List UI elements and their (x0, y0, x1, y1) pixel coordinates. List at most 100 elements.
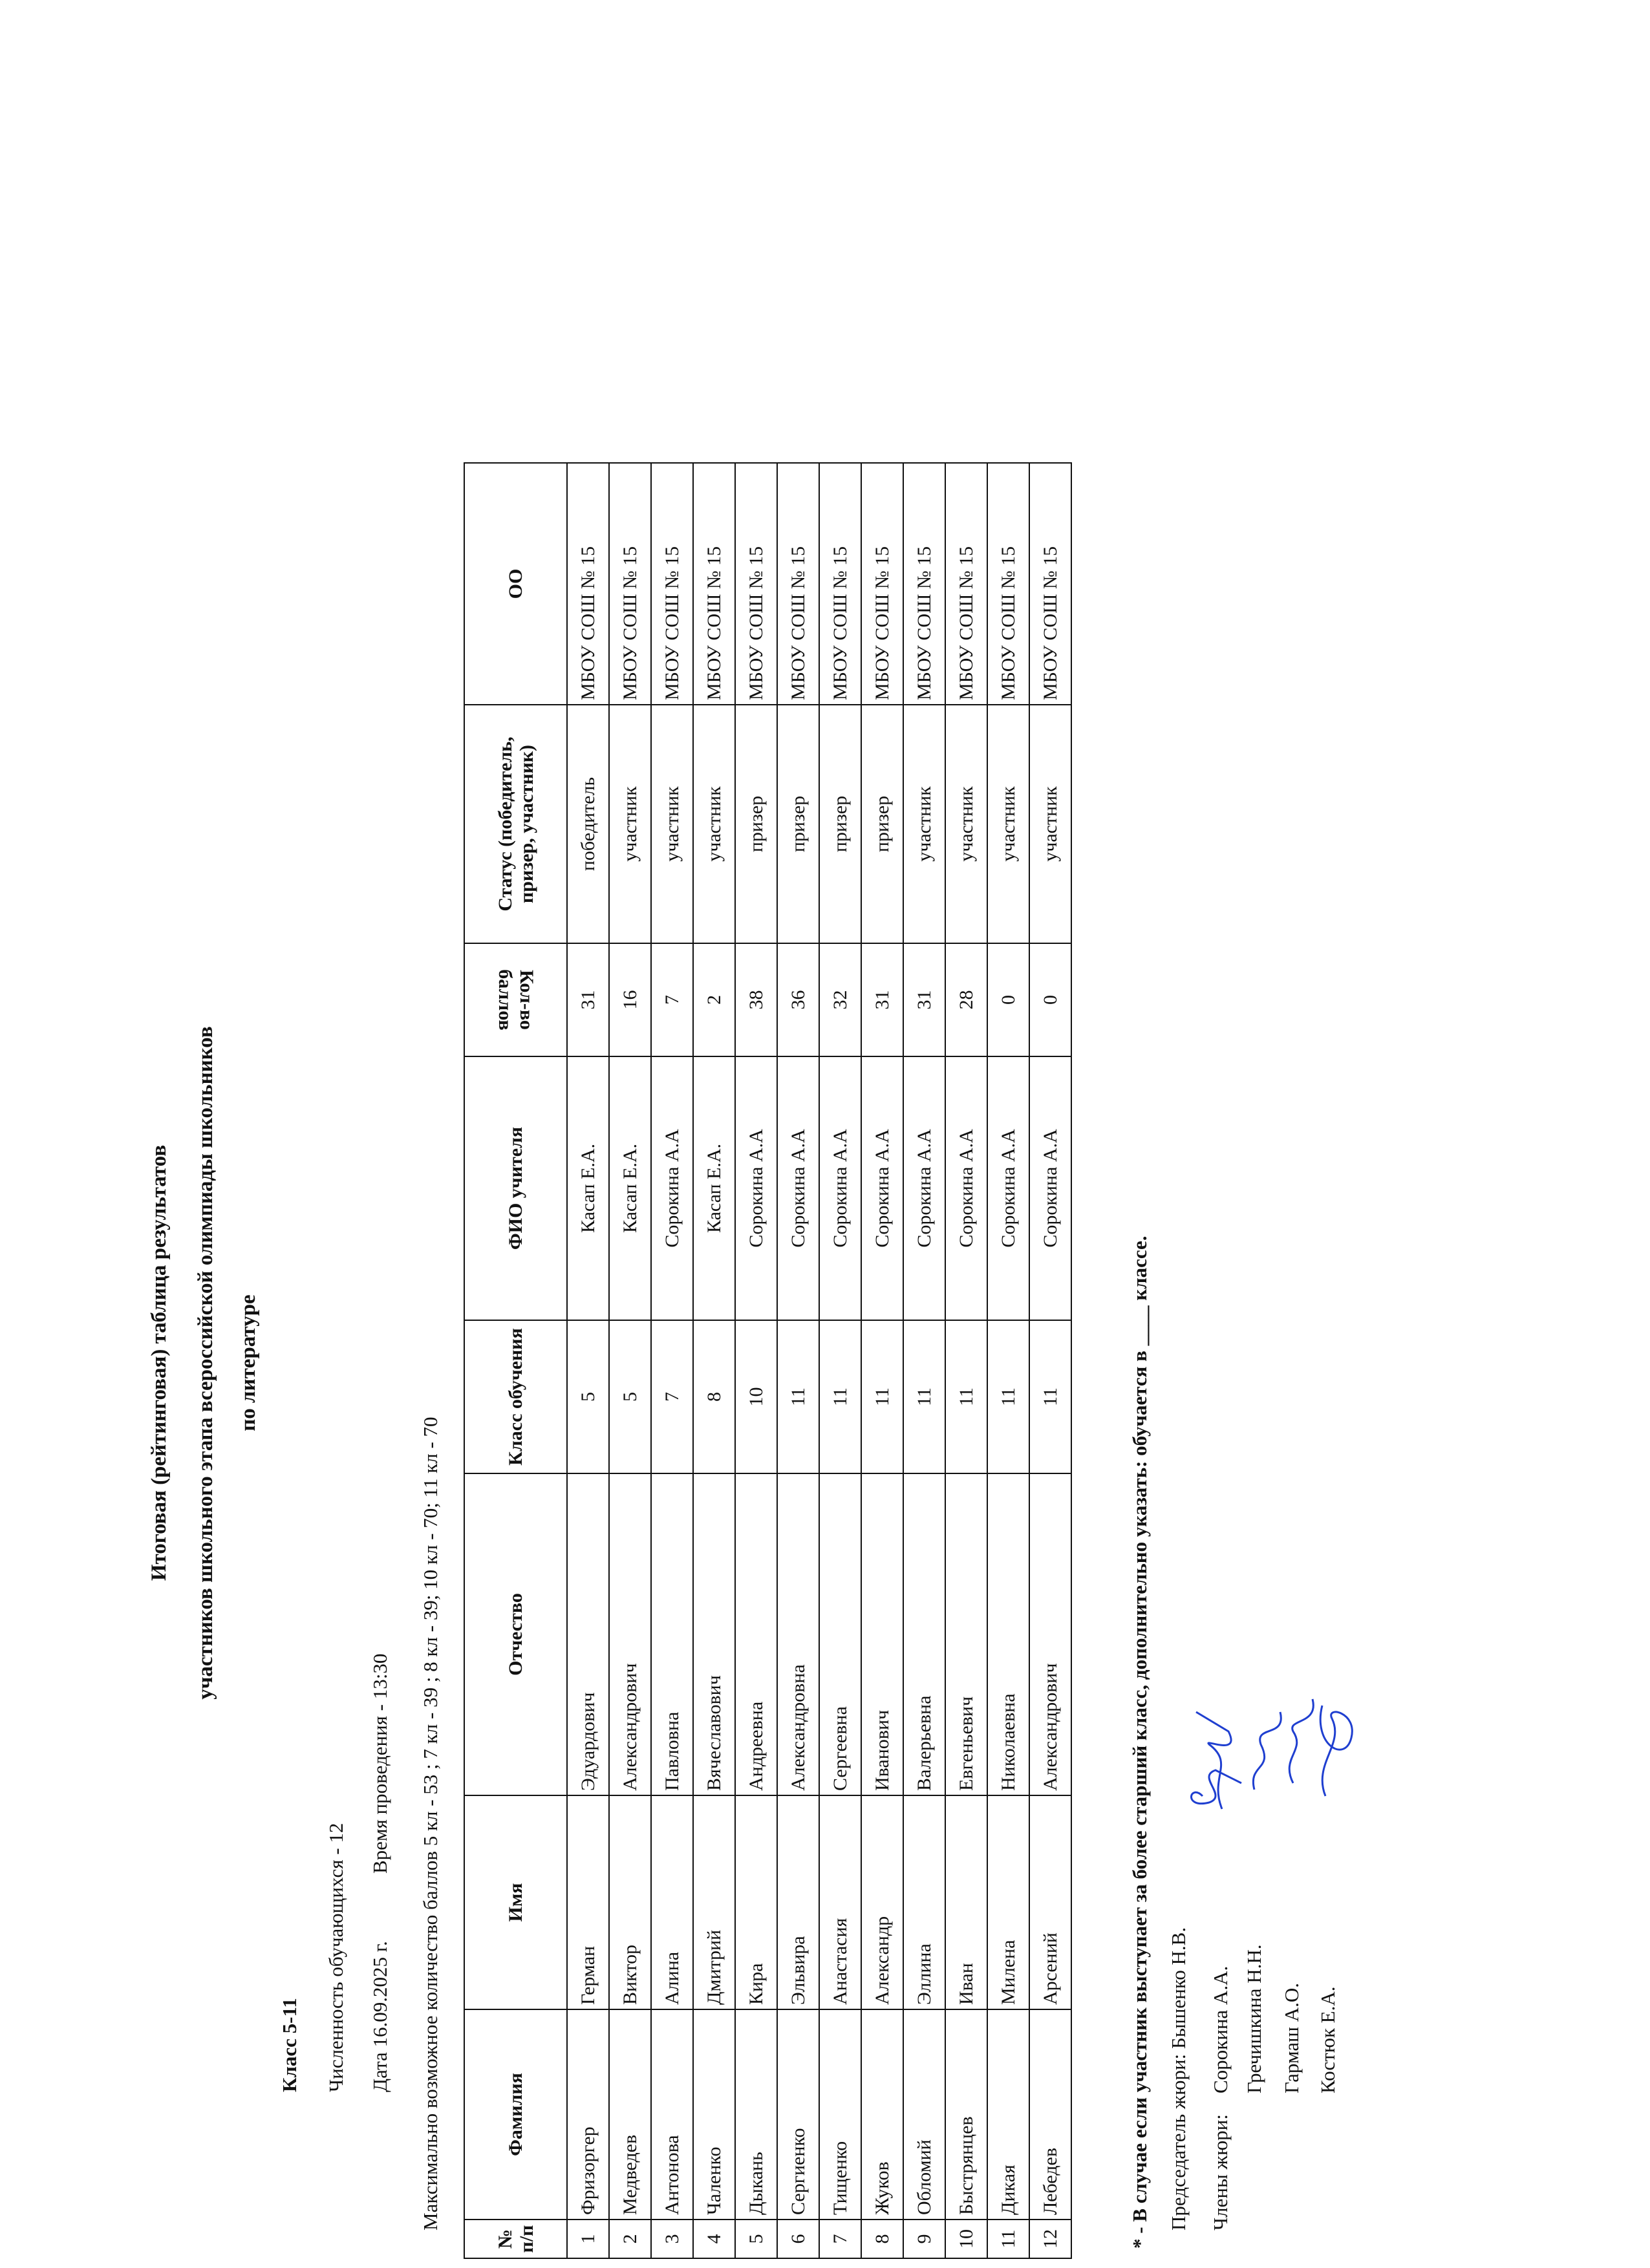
cell-score: 31 (567, 943, 609, 1056)
cell-school: МБОУ СОШ № 15 (777, 463, 819, 705)
cell-teacher: Сорокина А.А (651, 1056, 693, 1320)
cell-patronymic: Александровна (777, 1473, 819, 1795)
header-label: Статус (победитель, призер, участник) (494, 736, 537, 912)
cell-school: МБОУ СОШ № 15 (609, 463, 651, 705)
cell-patronymic: Евгеньевич (945, 1473, 987, 1795)
cell-teacher: Сорокина А.А (777, 1056, 819, 1320)
student-count: Численность обучающихся - 12 (325, 1823, 347, 2092)
cell-name: Арсений (1029, 1795, 1071, 2009)
cell-name: Герман (567, 1795, 609, 2009)
cell-teacher: Касап Е.А. (567, 1056, 609, 1320)
cell-school: МБОУ СОШ № 15 (861, 463, 903, 705)
max-score: Максимально возможное количество баллов … (419, 1417, 442, 2231)
header-label: ФИО учителя (505, 1126, 526, 1250)
cell-surname: Быстрянцев (945, 2009, 987, 2220)
cell-patronymic: Андреевна (735, 1473, 777, 1795)
jury-member: Гармаш А.О. (1280, 1983, 1303, 2093)
cell-number: 12 (1029, 2220, 1071, 2258)
cell-score: 16 (609, 943, 651, 1056)
table-header-row: № п/п Фамилия Имя Отчество Класс обучения ФИО… (464, 463, 567, 2258)
cell-name: Анастасия (819, 1795, 861, 2009)
cell-surname: Лебедев (1029, 2009, 1071, 2220)
cell-name: Эллина (903, 1795, 945, 2009)
footnote: * - В случае если участник выступает за … (1128, 1236, 1151, 2249)
cell-school: МБОУ СОШ № 15 (819, 463, 861, 705)
cell-status: призер (735, 705, 777, 943)
cell-school: МБОУ СОШ № 15 (735, 463, 777, 705)
cell-score: 2 (693, 943, 735, 1056)
cell-grade: 8 (693, 1320, 735, 1473)
cell-status: участник (1029, 705, 1071, 943)
cell-name: Кира (735, 1795, 777, 2009)
cell-surname: Обломий (903, 2009, 945, 2220)
cell-name: Эльвира (777, 1795, 819, 2009)
cell-grade: 11 (945, 1320, 987, 1473)
jury-member: Костюк Е.А. (1316, 1986, 1339, 2093)
cell-school: МБОУ СОШ № 15 (693, 463, 735, 705)
cell-number: 2 (609, 2220, 651, 2258)
cell-patronymic: Валерьевна (903, 1473, 945, 1795)
cell-patronymic: Николаевна (987, 1473, 1029, 1795)
title-line-1: Итоговая (рейтинговая) таблица результат… (147, 1144, 171, 1581)
table-row: 11 Дикая Милена Николаевна 11 Сорокина А.А 0 уч… (987, 463, 1029, 2258)
header-score: Кол-во баллов (464, 943, 567, 1056)
cell-grade: 5 (609, 1320, 651, 1473)
cell-surname: Медведев (609, 2009, 651, 2220)
cell-school: МБОУ СОШ № 15 (987, 463, 1029, 705)
cell-teacher: Сорокина А.А (1029, 1056, 1071, 1320)
cell-grade: 11 (903, 1320, 945, 1473)
cell-score: 32 (819, 943, 861, 1056)
cell-score: 0 (987, 943, 1029, 1056)
table-row: 1 Фризоргер Герман Эдуардович 5 Касап Е.А. 31 п… (567, 463, 609, 2258)
cell-score: 31 (861, 943, 903, 1056)
header-school: ОО (464, 463, 567, 705)
class-label: Класс 5-11 (278, 1998, 301, 2092)
cell-status: призер (861, 705, 903, 943)
cell-school: МБОУ СОШ № 15 (945, 463, 987, 705)
cell-school: МБОУ СОШ № 15 (651, 463, 693, 705)
cell-grade: 10 (735, 1320, 777, 1473)
cell-number: 1 (567, 2220, 609, 2258)
cell-teacher: Сорокина А.А (945, 1056, 987, 1320)
header-label: № п/п (494, 2225, 537, 2253)
cell-teacher: Сорокина А.А (819, 1056, 861, 1320)
header-surname: Фамилия (464, 2009, 567, 2220)
header-label: Отчество (505, 1593, 526, 1676)
cell-grade: 11 (819, 1320, 861, 1473)
table-row: 5 Дыкань Кира Андреевна 10 Сорокина А.А 38 приз… (735, 463, 777, 2258)
cell-number: 4 (693, 2220, 735, 2258)
table-row: 6 Сергиенко Эльвира Александровна 11 Сорокина… (777, 463, 819, 2258)
cell-name: Дмитрий (693, 1795, 735, 2009)
time: Время проведения - 13:30 (369, 1653, 391, 1874)
cell-surname: Чаленко (693, 2009, 735, 2220)
cell-surname: Тищенко (819, 2009, 861, 2220)
table-row: 10 Быстрянцев Иван Евгеньевич 11 Сорокина А.А… (945, 463, 987, 2258)
cell-number: 8 (861, 2220, 903, 2258)
cell-score: 31 (903, 943, 945, 1056)
cell-surname: Антонова (651, 2009, 693, 2220)
date: Дата 16.09.2025 г. (369, 1941, 391, 2092)
cell-grade: 11 (1029, 1320, 1071, 1473)
cell-name: Иван (945, 1795, 987, 2009)
cell-surname: Фризоргер (567, 2009, 609, 2220)
header-teacher: ФИО учителя (464, 1056, 567, 1320)
cell-grade: 11 (777, 1320, 819, 1473)
signature (1195, 1711, 1232, 1810)
cell-surname: Дыкань (735, 2009, 777, 2220)
cell-teacher: Сорокина А.А (987, 1056, 1029, 1320)
cell-score: 38 (735, 943, 777, 1056)
cell-teacher: Сорокина А.А (861, 1056, 903, 1320)
cell-grade: 11 (861, 1320, 903, 1473)
cell-teacher: Сорокина А.А (903, 1056, 945, 1320)
cell-status: участник (987, 705, 1029, 943)
title-line-2: участников школьного этапа всероссийской… (194, 1026, 217, 1700)
cell-status: участник (903, 705, 945, 943)
header-label: ОО (505, 568, 526, 599)
cell-patronymic: Сергеевна (819, 1473, 861, 1795)
table-row: 3 Антонова Алина Павловна 7 Сорокина А.А 7 учас… (651, 463, 693, 2258)
cell-status: победитель (567, 705, 609, 943)
cell-status: участник (651, 705, 693, 943)
cell-status: призер (777, 705, 819, 943)
cell-number: 10 (945, 2220, 987, 2258)
cell-school: МБОУ СОШ № 15 (1029, 463, 1071, 705)
